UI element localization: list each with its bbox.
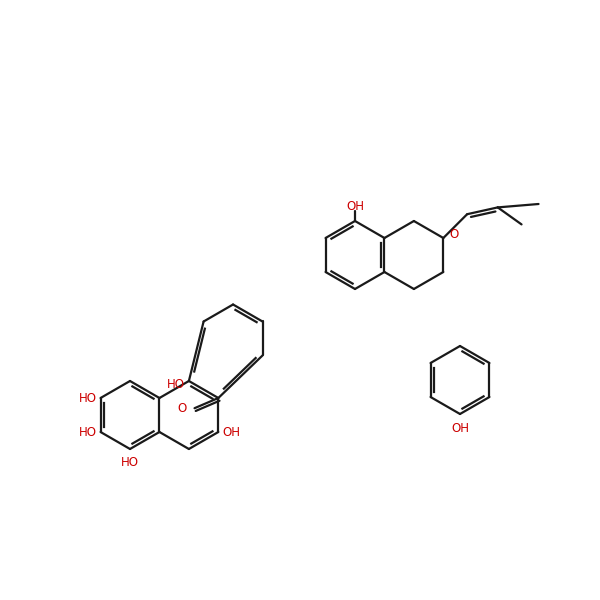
Text: HO: HO	[79, 425, 97, 439]
Text: HO: HO	[121, 457, 139, 469]
Text: OH: OH	[346, 200, 364, 214]
Text: OH: OH	[451, 421, 469, 434]
Text: HO: HO	[79, 391, 97, 404]
Text: OH: OH	[223, 425, 241, 439]
Text: O: O	[177, 402, 187, 415]
Text: HO: HO	[167, 379, 185, 391]
Text: O: O	[449, 227, 458, 241]
